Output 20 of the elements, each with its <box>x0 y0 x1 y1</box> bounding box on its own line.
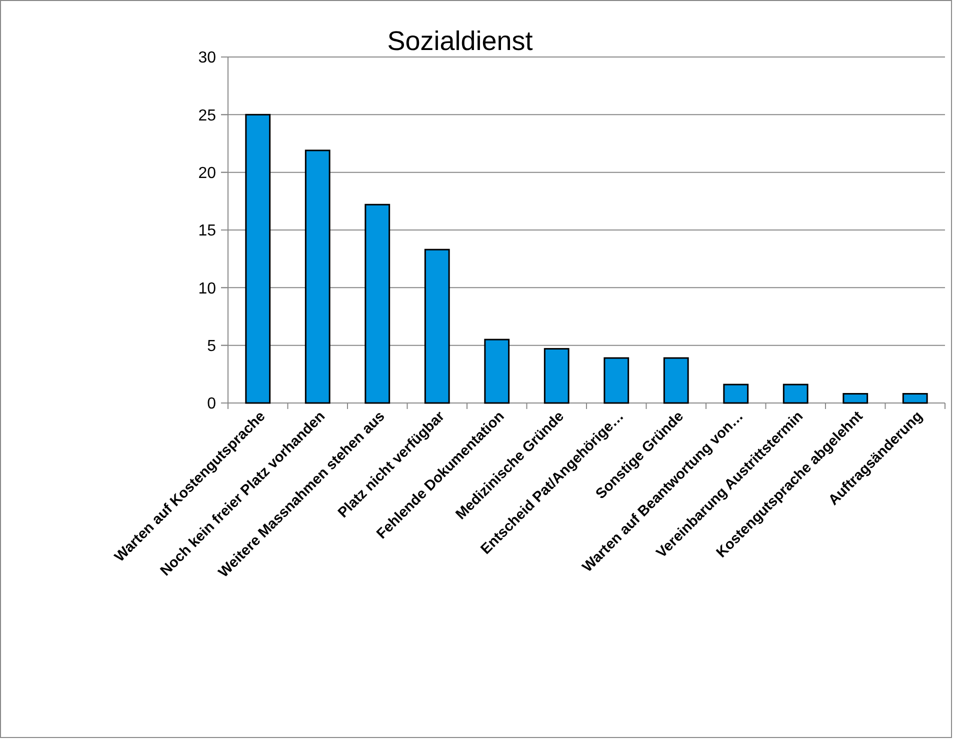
bar <box>782 384 808 404</box>
bar <box>245 114 271 404</box>
bar <box>902 393 928 404</box>
bar <box>544 348 570 404</box>
y-tick-label: 0 <box>207 396 216 413</box>
bar <box>364 204 390 404</box>
y-tick-label: 5 <box>207 338 216 355</box>
bar <box>304 150 330 404</box>
y-tick-label: 25 <box>198 107 216 124</box>
y-tick-label: 10 <box>198 280 216 298</box>
y-tick-label: 20 <box>198 164 216 182</box>
bar <box>424 248 450 404</box>
y-tick-label: 30 <box>198 50 216 67</box>
y-tick-label: 15 <box>198 222 216 240</box>
bar <box>842 393 868 404</box>
bar <box>663 357 689 404</box>
bar <box>604 357 630 404</box>
bar <box>484 338 510 404</box>
chart-title: Sozialdienst <box>387 26 534 56</box>
bar <box>723 384 749 404</box>
